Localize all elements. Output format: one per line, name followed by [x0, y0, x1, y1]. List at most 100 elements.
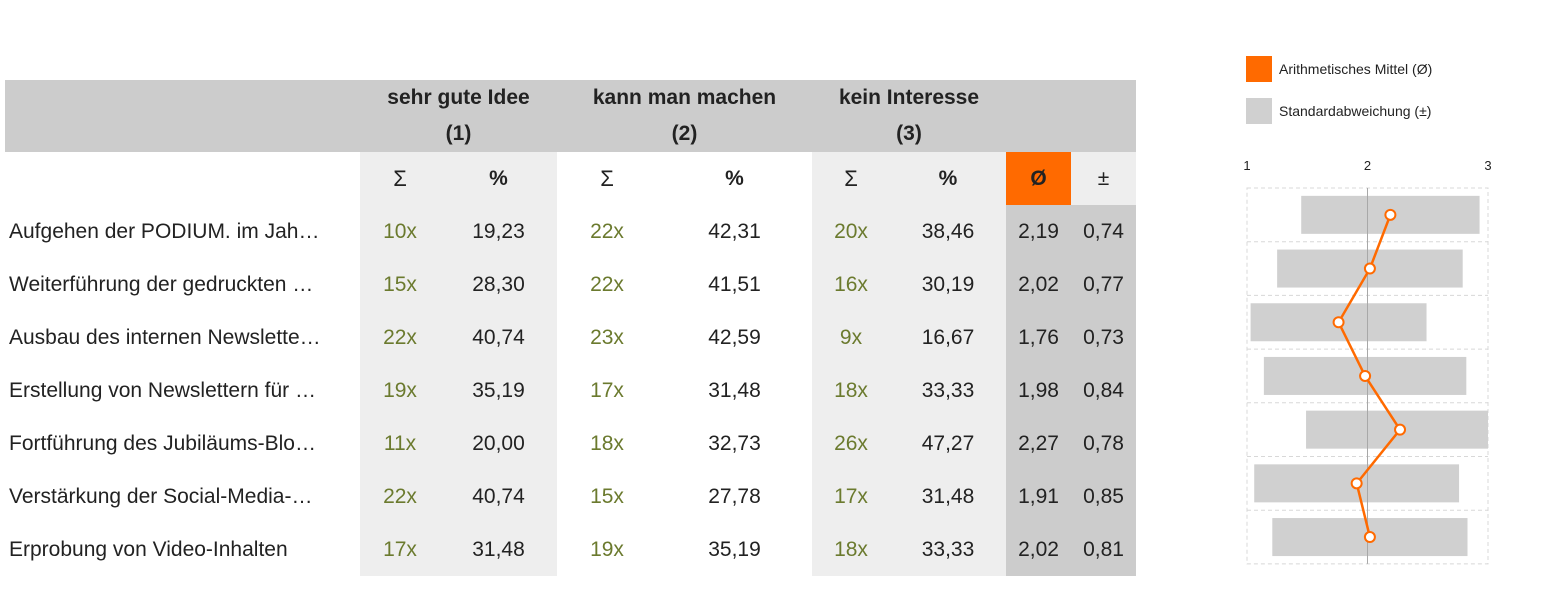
- legend-mean-swatch: [1246, 56, 1272, 82]
- mean-point: [1359, 369, 1372, 382]
- legend-sd-label: Standardabweichung (±): [1279, 103, 1432, 119]
- mean-value: 2,19: [1006, 205, 1071, 258]
- count-3: 18x: [812, 523, 890, 576]
- mean-header: Ø: [1006, 152, 1071, 205]
- item-label: Fortführung des Jubiläums-Blo…: [9, 431, 316, 455]
- table-row: Fortführung des Jubiläums-Blo… 11x 20,00 18…: [5, 417, 1136, 470]
- pct-2: 27,78: [708, 484, 761, 508]
- pct-1: 31,48: [440, 523, 557, 576]
- sd-value: 0,74: [1071, 205, 1136, 258]
- count-1: 15x: [360, 258, 440, 311]
- sd-value: 0,85: [1071, 470, 1136, 523]
- legend-mean: Arithmetisches Mittel (Ø): [1246, 56, 1432, 82]
- item-label: Weiterführung der gedruckten …: [9, 272, 314, 296]
- header-group-1: sehr gute Idee (1): [360, 80, 557, 152]
- pct-3: 38,46: [890, 205, 1006, 258]
- count-1: 10x: [360, 205, 440, 258]
- pct-1: 28,30: [440, 258, 557, 311]
- sum-header-3: Σ: [812, 152, 890, 205]
- pct-1: 20,00: [440, 417, 557, 470]
- mean-value: 2,27: [1006, 417, 1071, 470]
- header-group-3: kein Interesse (3): [812, 80, 1006, 152]
- count-1: 19x: [360, 364, 440, 417]
- results-table: sehr gute Idee (1) kann man machen (2) kei…: [5, 80, 1136, 576]
- mean-sd-chart: 1 2 3: [1243, 158, 1492, 565]
- header-item-blank: [5, 152, 360, 205]
- sum-header-2: Σ: [600, 165, 614, 191]
- pct-2: 31,48: [708, 378, 761, 402]
- sd-value: 0,84: [1071, 364, 1136, 417]
- count-3: 9x: [812, 311, 890, 364]
- table-row: Erstellung von Newslettern für … 19x 35,19…: [5, 364, 1136, 417]
- legend-sd: Standardabweichung (±): [1246, 98, 1431, 124]
- chart-panel: Arithmetisches Mittel (Ø) Standardabweic…: [1236, 50, 1536, 590]
- item-label: Erstellung von Newslettern für …: [9, 378, 316, 402]
- sd-value: 0,73: [1071, 311, 1136, 364]
- header-stats-blank: [1006, 80, 1136, 152]
- pct-3: 31,48: [890, 470, 1006, 523]
- mean-point: [1394, 423, 1407, 436]
- count-3: 26x: [812, 417, 890, 470]
- header-group-3-num: (3): [896, 122, 922, 145]
- pct-3: 33,33: [890, 364, 1006, 417]
- header-group-1-num: (1): [445, 122, 472, 145]
- count-1: 22x: [360, 470, 440, 523]
- mean-value: 2,02: [1006, 258, 1071, 311]
- results-table-container: sehr gute Idee (1) kann man machen (2) kei…: [5, 80, 1136, 576]
- item-label: Aufgehen der PODIUM. im Jah…: [9, 219, 320, 243]
- header-blank: [5, 80, 360, 152]
- table-row: Weiterführung der gedruckten … 15x 28,30 22…: [5, 258, 1136, 311]
- pct-3: 47,27: [890, 417, 1006, 470]
- x-tick-label: 2: [1364, 158, 1371, 173]
- pct-2: 41,51: [708, 272, 761, 296]
- count-2: 23x: [590, 325, 624, 349]
- header-group-3-label: kein Interesse: [838, 86, 980, 109]
- legend-sd-swatch: [1246, 98, 1272, 124]
- sd-header: ±: [1071, 152, 1136, 205]
- count-2: 18x: [590, 431, 624, 455]
- count-3: 20x: [812, 205, 890, 258]
- sd-value: 0,81: [1071, 523, 1136, 576]
- mean-value: 1,76: [1006, 311, 1071, 364]
- header-row-groups: sehr gute Idee (1) kann man machen (2) kei…: [5, 80, 1136, 152]
- header-group-2-label: kann man machen: [592, 86, 777, 109]
- sd-value: 0,77: [1071, 258, 1136, 311]
- sd-value: 0,78: [1071, 417, 1136, 470]
- pct-header-2: %: [725, 166, 744, 190]
- pct-2: 32,73: [708, 431, 761, 455]
- count-1: 11x: [360, 417, 440, 470]
- table-body: Aufgehen der PODIUM. im Jah… 10x 19,23 22x 4…: [5, 205, 1136, 576]
- item-label: Ausbau des internen Newslette…: [9, 325, 321, 349]
- count-2: 22x: [590, 272, 624, 296]
- header-group-2: kann man machen (2): [557, 80, 812, 152]
- table-row: Verstärkung der Social-Media-… 22x 40,74 15…: [5, 470, 1136, 523]
- header-group-1-label: sehr gute Idee: [387, 86, 530, 109]
- table-row: Erprobung von Video-Inhalten 17x 31,48 19x 3…: [5, 523, 1136, 576]
- count-3: 16x: [812, 258, 890, 311]
- pct-1: 40,74: [440, 470, 557, 523]
- count-2: 17x: [590, 378, 624, 402]
- x-tick-label: 1: [1243, 158, 1250, 173]
- mean-point: [1363, 531, 1376, 544]
- count-3: 17x: [812, 470, 890, 523]
- pct-2: 42,31: [708, 219, 761, 243]
- count-2: 15x: [590, 484, 624, 508]
- mean-point: [1384, 208, 1397, 221]
- mean-point: [1332, 316, 1345, 329]
- pct-1: 19,23: [440, 205, 557, 258]
- item-label: Erprobung von Video-Inhalten: [9, 537, 288, 561]
- mean-value: 2,02: [1006, 523, 1071, 576]
- header-group-2-num: (2): [671, 122, 698, 145]
- mean-point: [1363, 262, 1376, 275]
- pct-header-1: %: [440, 152, 557, 205]
- count-2: 22x: [590, 219, 624, 243]
- pct-2: 35,19: [708, 537, 761, 561]
- count-3: 18x: [812, 364, 890, 417]
- pct-3: 30,19: [890, 258, 1006, 311]
- count-1: 22x: [360, 311, 440, 364]
- mean-point: [1350, 477, 1363, 490]
- mean-value: 1,91: [1006, 470, 1071, 523]
- count-1: 17x: [360, 523, 440, 576]
- pct-2: 42,59: [708, 325, 761, 349]
- pct-1: 35,19: [440, 364, 557, 417]
